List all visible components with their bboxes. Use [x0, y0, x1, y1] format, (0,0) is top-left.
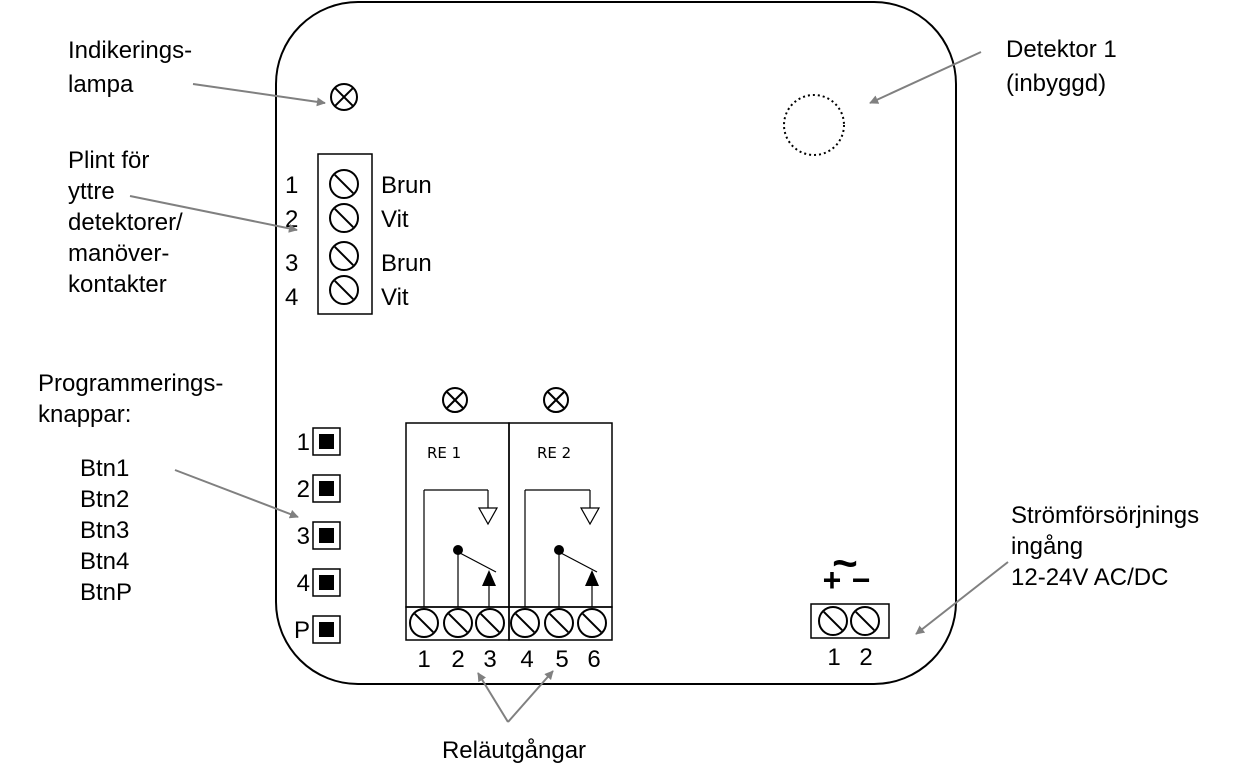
program-buttons-label: Programmerings- knappar: — [38, 370, 230, 428]
program-button-4[interactable]: 4 — [297, 568, 341, 597]
relay-terminal-number: 3 — [483, 646, 496, 673]
screw-icon — [329, 275, 359, 305]
input-terminal-block: 1 Brun 2 Vit 3 Brun 4 — [285, 153, 432, 315]
relay-terminal-number: 2 — [451, 646, 464, 673]
terminal-block-arrow — [129, 195, 298, 233]
plus-sign: + — [823, 562, 842, 598]
program-button-3[interactable]: 3 — [297, 521, 341, 550]
relay-terminal-strip: 1 2 3 4 5 6 — [405, 606, 613, 673]
input-terminal-1: 1 Brun — [285, 169, 432, 199]
input-terminal-3: 3 Brun — [285, 241, 432, 277]
indicator-lamp-icon — [330, 83, 358, 111]
minus-sign: − — [852, 562, 871, 598]
wire-color-label: Vit — [381, 206, 409, 233]
input-terminal-4: 4 Vit — [285, 275, 409, 311]
screw-icon — [329, 169, 359, 199]
screw-icon — [329, 241, 359, 271]
button-number: 4 — [297, 570, 310, 597]
button-number: 3 — [297, 523, 310, 550]
programming-buttons: 1 2 3 4 P — [294, 427, 341, 644]
relay-outputs-label: Reläutgångar — [442, 737, 586, 764]
detector-sensor-icon — [783, 94, 845, 156]
power-input-arrow — [915, 561, 1009, 635]
power-input-label: Strömförsörjnings ingång 12-24V AC/DC — [1011, 502, 1206, 591]
button-number: 2 — [297, 476, 310, 503]
program-button-p[interactable]: P — [294, 615, 341, 644]
indicator-lamp-label: Indikerings- lampa — [68, 37, 199, 98]
screw-icon — [850, 606, 880, 636]
terminal-number: 3 — [285, 250, 298, 277]
relay-2-indicator-icon — [543, 387, 569, 413]
relay-1-indicator-icon — [442, 387, 468, 413]
relay-terminal-number: 1 — [417, 646, 430, 673]
input-terminal-2: 2 Vit — [285, 203, 409, 233]
relay-terminal-number: 5 — [555, 646, 568, 673]
relay-contact-symbol — [524, 489, 601, 607]
program-buttons-arrow — [174, 469, 299, 519]
relay-1: RE 1 — [405, 422, 510, 608]
relay-contact-symbol — [423, 489, 499, 607]
power-terminal-number: 1 — [827, 644, 840, 671]
button-list: Btn1 Btn2 Btn3 Btn4 BtnP — [80, 455, 136, 606]
wire-color-label: Brun — [381, 172, 432, 199]
screw-icon — [475, 608, 505, 638]
callout-arrows — [129, 51, 1009, 723]
relay-terminal-number: 6 — [587, 646, 600, 673]
screw-icon — [544, 608, 574, 638]
relay-label: RE 1 — [427, 444, 461, 462]
program-button-2[interactable]: 2 — [297, 474, 341, 503]
detector-label: Detektor 1 (inbyggd) — [1006, 36, 1123, 97]
screw-icon — [409, 608, 439, 638]
screw-icon — [329, 203, 359, 233]
relay-2: RE 2 — [508, 422, 613, 608]
power-terminal: ~ + − 1 2 — [810, 539, 890, 671]
program-button-1[interactable]: 1 — [297, 427, 341, 456]
screw-icon — [818, 606, 848, 636]
relay-outputs-arrow-right — [507, 670, 554, 723]
button-number: P — [294, 617, 310, 644]
terminal-number: 1 — [285, 172, 298, 199]
relay-label: RE 2 — [537, 444, 571, 462]
screw-icon — [510, 608, 540, 638]
terminal-block-label: Plint för yttre detektorer/ manöver- kon… — [68, 147, 189, 298]
button-number: 1 — [297, 429, 310, 456]
power-terminal-number: 2 — [859, 644, 872, 671]
terminal-number: 4 — [285, 284, 298, 311]
screw-icon — [577, 608, 607, 638]
ac-tilde-symbol: ~ — [832, 539, 858, 588]
relay-terminal-number: 4 — [520, 646, 533, 673]
indicator-lamp-arrow — [192, 83, 326, 107]
detector-arrow — [869, 51, 982, 104]
wire-color-label: Brun — [381, 250, 432, 277]
device-housing — [275, 1, 957, 685]
wire-color-label: Vit — [381, 284, 409, 311]
screw-icon — [443, 608, 473, 638]
relay-outputs-arrow-left — [477, 672, 509, 723]
